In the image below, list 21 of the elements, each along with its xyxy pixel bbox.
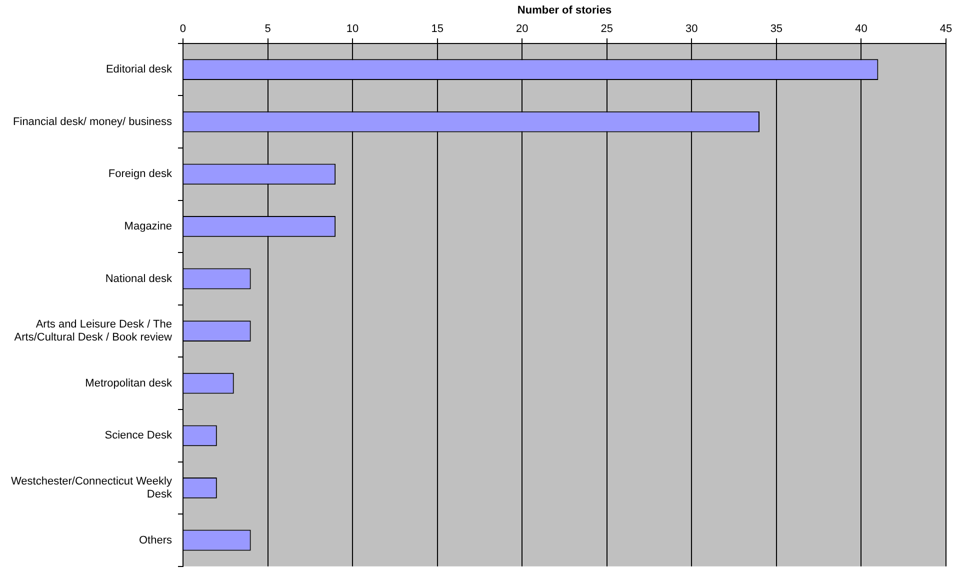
x-axis-title: Number of stories [517, 4, 612, 17]
y-tick-label: Science Desk [104, 430, 172, 442]
y-tick-label: Metropolitan desk [85, 377, 172, 390]
y-tick-label: National desk [105, 272, 172, 285]
y-tick-label: Westchester/Connecticut Weekly Desk [10, 475, 172, 501]
x-tick-label: 20 [516, 22, 528, 35]
y-tick-label: Arts and Leisure Desk / The Arts/Cultural Desk / Book review [14, 318, 172, 344]
y-tick-label: Foreign desk [108, 168, 172, 180]
x-tick-label: 25 [600, 22, 614, 35]
x-tick-label: 15 [431, 22, 444, 35]
x-tick-label: 5 [264, 22, 271, 35]
x-tick-label: 40 [855, 22, 868, 35]
y-tick-label: Financial desk/ money/ business [13, 116, 172, 128]
y-tick-label: Magazine [124, 220, 172, 232]
x-tick-label: 35 [770, 22, 783, 35]
y-tick-label: Others [138, 534, 172, 546]
x-tick-label: 0 [180, 22, 186, 35]
x-tick-label: 10 [346, 22, 359, 35]
y-tick-label: Editorial desk [106, 64, 172, 76]
x-tick-label: 45 [940, 22, 952, 35]
x-tick-label: 30 [686, 22, 698, 35]
